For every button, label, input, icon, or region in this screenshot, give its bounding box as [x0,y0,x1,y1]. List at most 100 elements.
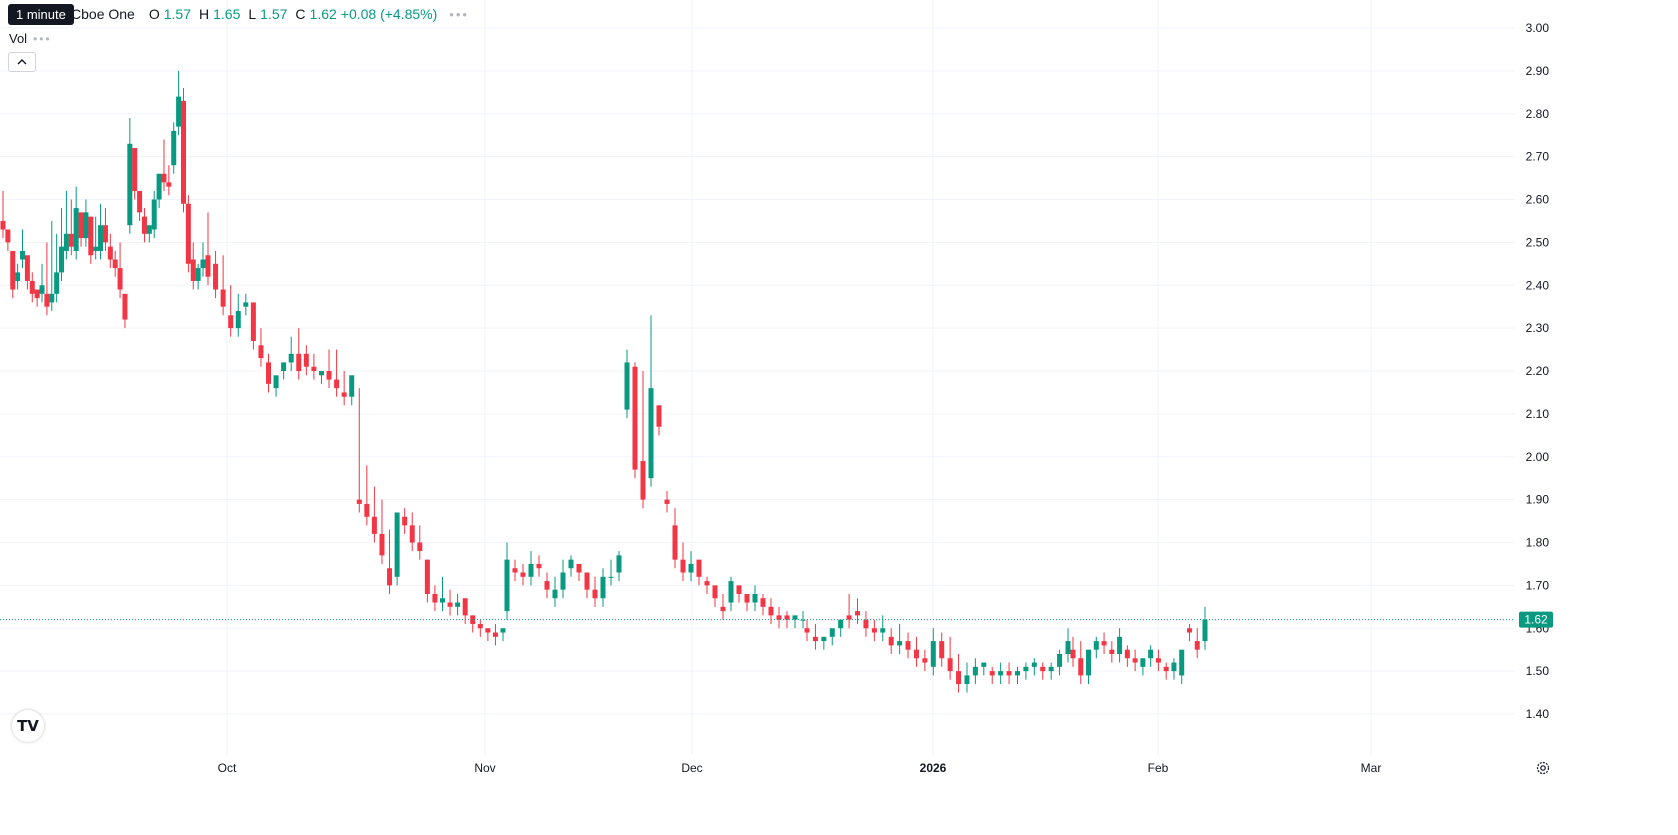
candle [1006,662,1012,684]
collapse-legend-button[interactable] [8,52,36,72]
candle [656,405,662,436]
candle [500,628,506,642]
candle [107,233,113,269]
candle [462,598,468,624]
volume-label[interactable]: Vol [9,31,28,46]
candle-body [93,246,99,251]
candle [273,375,279,397]
candle [1031,658,1037,676]
candle-body [235,310,241,329]
y-tick-label: 2.90 [1526,64,1550,78]
candle-body [829,628,835,637]
candle [600,568,606,607]
candle-body [166,182,172,187]
candle-body [752,593,758,603]
candle [1023,662,1029,680]
candle [1065,628,1071,663]
candle-body [141,216,147,234]
candle-body [39,285,45,294]
candle-body [800,619,806,621]
candle-body [512,568,518,573]
candle-body [185,203,191,264]
candle [455,593,461,616]
candle-body [205,255,211,277]
candle [185,195,191,273]
candle-body [972,666,978,676]
candle-body [1155,658,1161,663]
candle [576,563,582,582]
candle-body [243,302,249,307]
candle-body [364,503,370,517]
candle [744,593,750,612]
open-label: O [148,6,160,22]
tradingview-logo[interactable]: TV [12,710,44,742]
candle-body [888,636,894,646]
symbol-legend: Inc. · 4h · Cboe One O1.57 H1.65 L1.57 C… [8,6,469,22]
candle-body [83,212,89,239]
candle [195,263,201,290]
candle-body [664,499,670,504]
y-tick-label: 2.40 [1526,278,1550,292]
candle [213,250,219,299]
candle-body [846,615,852,620]
candle-body [1031,662,1037,667]
candle-body [200,259,206,269]
candle [720,593,726,620]
candle-body [855,611,861,616]
candle-body [98,225,104,251]
candle-body [387,568,393,586]
candle [39,263,45,303]
candle [913,636,919,667]
candle-body [863,619,869,629]
candle-body [220,289,226,307]
gear-icon[interactable] [1535,760,1551,776]
candle [863,611,869,637]
candle [897,623,903,654]
candle-body [107,246,113,260]
candle-body [544,581,550,590]
candle [83,199,89,247]
time-axis[interactable]: Oct Nov Dec 2026 Feb Mar [218,761,1382,775]
candle [972,658,978,684]
more-options-icon[interactable]: ••• [449,6,469,22]
candle-body [447,602,453,607]
candle-body [371,516,377,534]
candle [800,611,806,629]
candle [161,139,167,191]
candle [10,250,16,299]
candle-body [1101,641,1107,646]
open-value: 1.57 [163,6,191,22]
candle-body [151,199,157,230]
candle [704,576,710,594]
volume-options-icon[interactable]: ••• [33,31,52,46]
candle-body [334,379,340,389]
candle [981,662,987,676]
candle-body [273,375,279,389]
candle-body [63,233,69,251]
candle-body [784,615,790,620]
price-axis[interactable]: 3.00 2.90 2.80 2.70 2.60 2.50 2.40 2.30 2.20 2.10… [1526,21,1550,721]
candle-body [812,636,818,642]
candle [760,593,766,616]
candle [1101,632,1107,654]
candle [608,559,614,586]
y-tick-label: 2.20 [1526,364,1550,378]
candle [281,362,287,380]
candle-body [180,100,186,204]
candle-body [672,525,678,560]
candle [137,190,143,221]
candle-body [49,293,55,303]
candle [44,242,50,316]
candle [1040,662,1046,680]
candle [258,328,264,367]
high-label: H [198,6,210,22]
candle-body [1171,662,1177,672]
candle [112,250,118,277]
candle [1070,636,1076,667]
candle-body [112,259,118,269]
candle [1086,649,1092,684]
close-label: C [295,6,306,22]
candle [387,529,393,594]
candle [364,465,370,526]
